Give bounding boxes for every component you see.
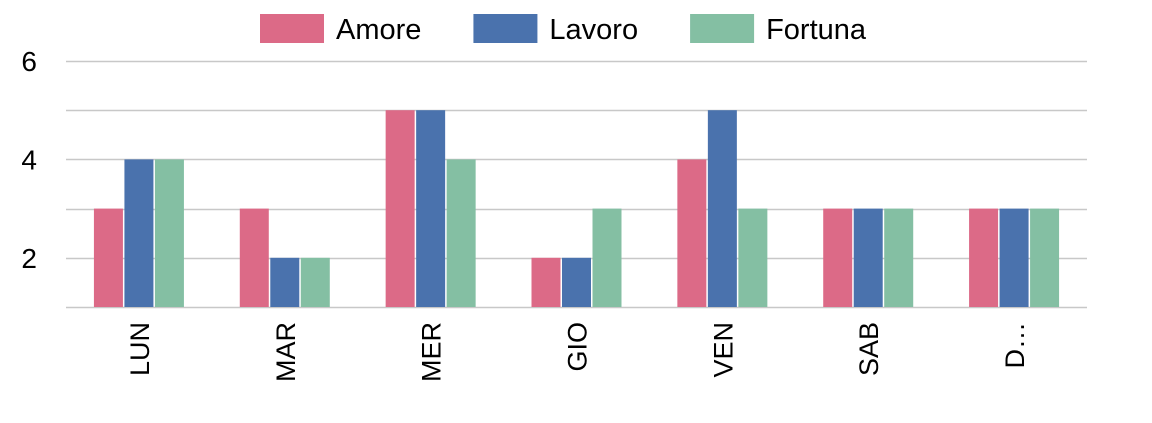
bars: [93, 110, 1060, 307]
y-tick-label: 4: [21, 144, 37, 175]
x-tick-label: GIO: [563, 322, 593, 372]
legend-swatch: [473, 14, 538, 43]
bar-lavoro-0: [124, 159, 154, 307]
legend-swatch: [260, 14, 324, 43]
bar-lavoro-4: [707, 110, 737, 307]
bar-amore-0: [93, 208, 123, 307]
bar-fortuna-1: [300, 257, 330, 307]
bar-amore-1: [239, 208, 269, 307]
legend-label: Amore: [336, 14, 421, 46]
bar-fortuna-2: [446, 159, 476, 307]
x-axis-ticks: LUN MAR MER GIO VEN SAB D…: [125, 322, 1030, 382]
bar-amore-3: [531, 257, 561, 307]
legend-swatch: [690, 14, 755, 43]
x-tick-label: MER: [417, 322, 447, 382]
bar-lavoro-2: [416, 110, 446, 307]
bar-fortuna-4: [738, 208, 768, 307]
bar-amore-5: [823, 208, 853, 307]
bar-amore-2: [385, 110, 415, 307]
y-tick-label: 2: [21, 243, 37, 274]
bar-lavoro-1: [270, 257, 300, 307]
bar-lavoro-3: [562, 257, 591, 307]
legend-item-lavoro: Lavoro: [473, 14, 638, 46]
bar-amore-4: [677, 159, 707, 307]
bar-fortuna-6: [1030, 208, 1060, 307]
bar-fortuna-5: [884, 208, 914, 307]
legend-label: Fortuna: [766, 14, 867, 46]
bar-lavoro-5: [853, 208, 883, 307]
x-tick-label: SAB: [854, 322, 884, 376]
bar-fortuna-3: [592, 208, 622, 307]
x-tick-label: D…: [1000, 322, 1030, 369]
x-tick-label: VEN: [708, 322, 738, 378]
legend-label: Lavoro: [549, 14, 638, 46]
y-tick-label: 6: [21, 46, 37, 77]
legend: Amore Lavoro Fortuna: [260, 14, 867, 46]
x-tick-label: LUN: [125, 322, 155, 376]
bar-fortuna-0: [154, 159, 184, 307]
legend-item-fortuna: Fortuna: [690, 14, 867, 46]
bar-amore-6: [969, 208, 999, 307]
bar-lavoro-6: [999, 208, 1029, 307]
gridlines: [66, 60, 1087, 309]
legend-item-amore: Amore: [260, 14, 421, 46]
x-tick-label: MAR: [271, 322, 301, 382]
y-axis-ticks: 2 4 6: [21, 46, 37, 274]
